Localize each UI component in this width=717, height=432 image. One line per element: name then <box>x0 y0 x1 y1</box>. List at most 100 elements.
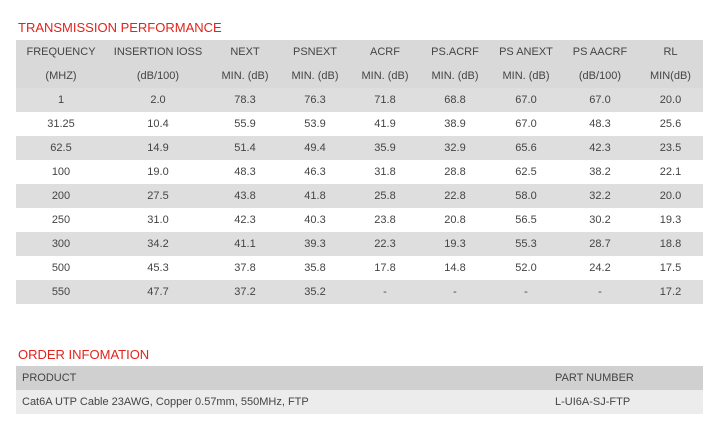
table-cell: 67.0 <box>589 94 611 106</box>
table-cell: 42.3 <box>589 142 611 154</box>
table-cell: 20.8 <box>444 214 466 226</box>
column-header: PRODUCT <box>22 372 77 384</box>
table-cell: 38.9 <box>444 118 466 130</box>
table-cell: 37.8 <box>234 262 256 274</box>
table-cell: 100 <box>51 166 71 178</box>
table-cell: L-UI6A-SJ-FTP <box>555 396 631 408</box>
column-header: PSNEXT <box>292 46 337 58</box>
table-cell: 31.25 <box>47 118 75 130</box>
table-cell: 45.3 <box>147 262 169 274</box>
column-header: NEXT <box>230 46 260 58</box>
table-cell: 17.5 <box>659 262 682 274</box>
column-header: FREQUENCY <box>26 46 96 58</box>
table-cell: 68.8 <box>444 94 466 106</box>
table-cell: 35.2 <box>304 286 326 298</box>
table-cell: 250 <box>51 214 71 226</box>
column-unit: MIN(dB) <box>650 70 691 82</box>
table-cell: 23.8 <box>374 214 396 226</box>
table-cell: 18.8 <box>659 238 682 250</box>
table-cell: 10.4 <box>147 118 169 130</box>
table-cell: 49.4 <box>304 142 326 154</box>
header-bg <box>16 40 703 88</box>
table-cell: 51.4 <box>234 142 256 154</box>
table-cell: 23.5 <box>659 142 682 154</box>
table-cell: 52.0 <box>515 262 537 274</box>
table-cell: 62.5 <box>515 166 537 178</box>
table-cell: 67.0 <box>515 94 537 106</box>
table-cell: 550 <box>51 286 71 298</box>
column-header: PART NUMBER <box>555 372 634 384</box>
table-cell: 41.9 <box>374 118 396 130</box>
table-cell: - <box>383 286 387 298</box>
table-cell: 48.3 <box>234 166 256 178</box>
table-cell: 22.1 <box>659 166 682 178</box>
table-cell: 42.3 <box>234 214 256 226</box>
table-cell: 55.9 <box>234 118 256 130</box>
table-cell: 200 <box>51 190 71 202</box>
row-bg <box>16 184 703 208</box>
section-title: TRANSMISSION PERFORMANCE <box>18 20 222 35</box>
table-cell: 46.3 <box>304 166 326 178</box>
table-cell: - <box>598 286 602 298</box>
table-cell: 31.0 <box>147 214 169 226</box>
table-cell: 35.9 <box>374 142 396 154</box>
table-cell: 19.3 <box>444 238 466 250</box>
row-bg <box>16 136 703 160</box>
row-bg <box>16 232 703 256</box>
table-cell: 40.3 <box>304 214 326 226</box>
table-cell: 38.2 <box>589 166 611 178</box>
table-cell: 19.0 <box>147 166 169 178</box>
column-unit: MIN. (dB) <box>431 70 479 82</box>
table-cell: 48.3 <box>589 118 611 130</box>
table-cell: 25.8 <box>374 190 396 202</box>
table-cell: 35.8 <box>304 262 326 274</box>
column-unit: MIN. (dB) <box>502 70 550 82</box>
row-bg <box>16 390 703 414</box>
column-unit: (dB/100) <box>136 70 180 82</box>
table-cell: 62.5 <box>50 142 72 154</box>
column-unit: (dB/100) <box>578 70 622 82</box>
table-cell: 14.9 <box>147 142 169 154</box>
table-cell: 20.0 <box>659 94 682 106</box>
column-header: PS AACRF <box>572 46 628 58</box>
table-cell: 37.2 <box>234 286 256 298</box>
column-header: ACRF <box>370 46 400 58</box>
table-cell: 30.2 <box>589 214 611 226</box>
section-title: ORDER INFOMATION <box>18 347 150 362</box>
table-cell: 20.0 <box>659 190 682 202</box>
column-header: RL <box>663 46 678 58</box>
table-cell: 27.5 <box>147 190 169 202</box>
table-cell: 32.2 <box>589 190 611 202</box>
table-cell: 65.6 <box>515 142 537 154</box>
table-cell: 2.0 <box>150 94 166 106</box>
column-unit: MIN. (dB) <box>221 70 269 82</box>
header-bg <box>16 366 703 390</box>
column-header: INSERTION lOSS <box>113 46 203 58</box>
table-cell: 500 <box>51 262 71 274</box>
table-cell: 25.6 <box>659 118 682 130</box>
table-cell: 28.7 <box>589 238 611 250</box>
table-cell: 14.8 <box>444 262 466 274</box>
table-cell: 22.3 <box>374 238 396 250</box>
table-cell: 71.8 <box>374 94 396 106</box>
table-cell: 39.3 <box>304 238 326 250</box>
table-cell: - <box>453 286 457 298</box>
table-cell: 22.8 <box>444 190 466 202</box>
table-cell: 43.8 <box>234 190 256 202</box>
table-cell: - <box>524 286 528 298</box>
table-cell: 47.7 <box>147 286 169 298</box>
table-cell: 19.3 <box>659 214 682 226</box>
table-cell: 67.0 <box>515 118 537 130</box>
row-bg <box>16 88 703 112</box>
table-cell: 17.8 <box>374 262 396 274</box>
table-cell: 41.1 <box>234 238 256 250</box>
table-cell: 78.3 <box>234 94 256 106</box>
table-cell: 32.9 <box>444 142 466 154</box>
column-header: PS ANEXT <box>499 46 553 58</box>
table-cell: 24.2 <box>589 262 611 274</box>
table-cell: Cat6A UTP Cable 23AWG, Copper 0.57mm, 55… <box>22 396 309 408</box>
table-cell: 58.0 <box>515 190 537 202</box>
column-unit: MIN. (dB) <box>361 70 409 82</box>
table-cell: 55.3 <box>515 238 537 250</box>
